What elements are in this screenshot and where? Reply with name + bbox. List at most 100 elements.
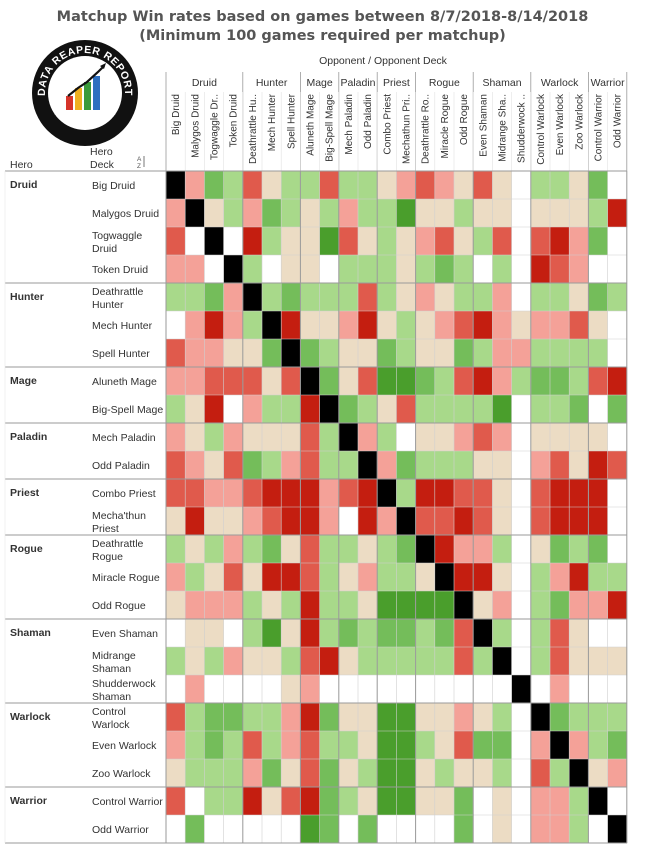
cell-deathrattle-hunter-vs-big-druid <box>166 283 186 312</box>
cell-aluneth-mage-vs-aluneth-mage <box>300 367 320 396</box>
cell-midrange-shaman-vs-odd-rogue <box>454 647 474 676</box>
cell-shudderwock-shaman-vs-control-warlock <box>530 675 551 704</box>
row-deck-deathrattle-rogue-line2: Rogue <box>92 551 123 563</box>
cell-aluneth-mage-vs-big-spell-mage <box>319 367 340 396</box>
cell-zoo-warlock-vs-deathrattle-hunter <box>242 759 263 788</box>
cell-control-warrior-vs-miracle-rogue <box>434 787 455 816</box>
cell-odd-paladin-vs-odd-paladin <box>358 451 378 480</box>
cell-spell-hunter-vs-midrange-shaman <box>492 339 512 368</box>
cell-odd-warrior-vs-togwaggle-druid <box>204 815 224 844</box>
cell-miracle-rogue-vs-aluneth-mage <box>300 563 320 592</box>
cell-malygos-druid-vs-mech-hunter <box>262 199 282 228</box>
cell-even-shaman-vs-malygos-druid <box>185 619 205 648</box>
cell-zoo-warlock-vs-combo-priest <box>377 759 397 788</box>
cell-deathrattle-rogue-vs-zoo-warlock <box>569 535 589 564</box>
cell-odd-warrior-vs-zoo-warlock <box>569 815 589 844</box>
cell-even-warlock-vs-shudderwock-shaman <box>511 731 532 760</box>
cell-malygos-druid-vs-token-druid <box>223 199 244 228</box>
cell-deathrattle-rogue-vs-deathrattle-rogue <box>415 535 436 564</box>
cell-togwaggle-druid-vs-big-spell-mage <box>319 227 340 256</box>
cell-togwaggle-druid-vs-even-shaman <box>473 227 493 256</box>
col-deck-even-shaman: Even Shaman <box>478 94 489 157</box>
cell-spell-hunter-vs-miracle-rogue <box>434 339 455 368</box>
cell-mech-hunter-vs-aluneth-mage <box>300 311 320 340</box>
row-deck-mecha-thun-priest: Mecha'thun <box>92 510 146 522</box>
col-deck-zoo-warlock: Zoo Warlock <box>574 93 585 150</box>
cell-deathrattle-hunter-vs-even-warlock <box>550 283 570 312</box>
cell-big-druid-vs-big-spell-mage <box>319 171 340 200</box>
cell-token-druid-vs-togwaggle-druid <box>204 255 224 284</box>
cell-odd-warrior-vs-even-warlock <box>550 815 570 844</box>
cell-togwaggle-druid-vs-combo-priest <box>377 227 397 256</box>
cell-aluneth-mage-vs-odd-paladin <box>358 367 378 396</box>
cell-odd-warrior-vs-odd-paladin <box>358 815 378 844</box>
cell-deathrattle-hunter-vs-mech-hunter <box>262 283 282 312</box>
cell-odd-warrior-vs-mech-paladin <box>338 815 359 844</box>
cell-midrange-shaman-vs-control-warlock <box>530 647 551 676</box>
row-deck-deathrattle-rogue: Deathrattle <box>92 538 144 550</box>
cell-miracle-rogue-vs-mech-paladin <box>338 563 359 592</box>
cell-control-warrior-vs-token-druid <box>223 787 244 816</box>
cell-control-warrior-vs-mech-hunter <box>262 787 282 816</box>
cell-combo-priest-vs-odd-rogue <box>454 479 474 508</box>
cell-shudderwock-shaman-vs-miracle-rogue <box>434 675 455 704</box>
cell-deathrattle-hunter-vs-deathrattle-hunter <box>242 283 263 312</box>
cell-even-warlock-vs-miracle-rogue <box>434 731 455 760</box>
cell-zoo-warlock-vs-aluneth-mage <box>300 759 320 788</box>
sort-descending-icon: AZ <box>137 156 145 170</box>
cell-miracle-rogue-vs-control-warlock <box>530 563 551 592</box>
cell-odd-rogue-vs-combo-priest <box>377 591 397 620</box>
cell-miracle-rogue-vs-togwaggle-druid <box>204 563 224 592</box>
cell-midrange-shaman-vs-miracle-rogue <box>434 647 455 676</box>
cell-mecha-thun-priest-vs-big-druid <box>166 507 186 536</box>
data-reaper-logo: DATA REAPER REPORT VICIOUS SYNDICATE PRE… <box>32 40 138 146</box>
cell-deathrattle-hunter-vs-midrange-shaman <box>492 283 512 312</box>
cell-control-warrior-vs-odd-rogue <box>454 787 474 816</box>
cell-mech-hunter-vs-token-druid <box>223 311 244 340</box>
cell-odd-warrior-vs-malygos-druid <box>185 815 205 844</box>
cell-combo-priest-vs-odd-paladin <box>358 479 378 508</box>
cell-deathrattle-rogue-vs-token-druid <box>223 535 244 564</box>
cell-midrange-shaman-vs-combo-priest <box>377 647 397 676</box>
cell-big-druid-vs-malygos-druid <box>185 171 205 200</box>
cell-mecha-thun-priest-vs-control-warlock <box>530 507 551 536</box>
cell-even-warlock-vs-zoo-warlock <box>569 731 589 760</box>
cell-token-druid-vs-aluneth-mage <box>300 255 320 284</box>
cell-togwaggle-druid-vs-token-druid <box>223 227 244 256</box>
row-deck-miracle-rogue: Miracle Rogue <box>92 572 160 584</box>
cell-odd-warrior-vs-deathrattle-hunter <box>242 815 263 844</box>
cell-togwaggle-druid-vs-malygos-druid <box>185 227 205 256</box>
cell-token-druid-vs-odd-warrior <box>607 255 628 284</box>
col-deck-shudderwock-shaman: Shudderwock .. <box>517 94 528 163</box>
cell-miracle-rogue-vs-even-warlock <box>550 563 570 592</box>
cell-midrange-shaman-vs-token-druid <box>223 647 244 676</box>
cell-big-druid-vs-even-warlock <box>550 171 570 200</box>
cell-big-spell-mage-vs-aluneth-mage <box>300 395 320 424</box>
cell-odd-paladin-vs-malygos-druid <box>185 451 205 480</box>
cell-spell-hunter-vs-aluneth-mage <box>300 339 320 368</box>
cell-mech-paladin-vs-combo-priest <box>377 423 397 452</box>
cell-togwaggle-druid-vs-togwaggle-druid <box>204 227 224 256</box>
cell-big-spell-mage-vs-mech-hunter <box>262 395 282 424</box>
cell-deathrattle-rogue-vs-even-shaman <box>473 535 493 564</box>
cell-odd-warrior-vs-token-druid <box>223 815 244 844</box>
cell-mech-hunter-vs-spell-hunter <box>281 311 301 340</box>
col-deck-spell-hunter: Spell Hunter <box>286 93 297 149</box>
row-deck-odd-rogue: Odd Rogue <box>92 600 146 612</box>
cell-combo-priest-vs-spell-hunter <box>281 479 301 508</box>
cell-big-druid-vs-mech-paladin <box>338 171 359 200</box>
cell-big-spell-mage-vs-even-warlock <box>550 395 570 424</box>
cell-token-druid-vs-combo-priest <box>377 255 397 284</box>
row-deck-control-warlock: Control <box>92 706 126 718</box>
cell-even-shaman-vs-big-druid <box>166 619 186 648</box>
cell-malygos-druid-vs-mecha-thun-priest <box>396 199 416 228</box>
cell-control-warrior-vs-deathrattle-hunter <box>242 787 263 816</box>
col-class-priest: Priest <box>383 77 410 89</box>
row-deck-odd-warrior: Odd Warrior <box>92 824 149 836</box>
cell-deathrattle-rogue-vs-mech-paladin <box>338 535 359 564</box>
cell-big-druid-vs-mecha-thun-priest <box>396 171 416 200</box>
cell-malygos-druid-vs-control-warrior <box>588 199 608 228</box>
cell-odd-warrior-vs-deathrattle-rogue <box>415 815 436 844</box>
cell-odd-rogue-vs-big-druid <box>166 591 186 620</box>
cell-zoo-warlock-vs-deathrattle-rogue <box>415 759 436 788</box>
